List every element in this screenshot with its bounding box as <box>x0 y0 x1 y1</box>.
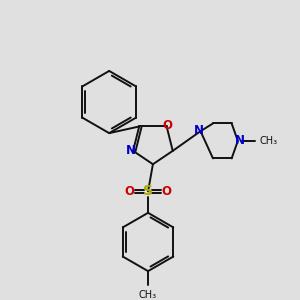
Text: CH₃: CH₃ <box>139 290 157 300</box>
Text: O: O <box>161 185 172 198</box>
Text: S: S <box>143 184 153 198</box>
Text: O: O <box>124 185 135 198</box>
Text: N: N <box>126 144 136 158</box>
Text: O: O <box>163 119 172 132</box>
Text: N: N <box>235 134 245 147</box>
Text: CH₃: CH₃ <box>259 136 278 146</box>
Text: N: N <box>194 124 204 137</box>
